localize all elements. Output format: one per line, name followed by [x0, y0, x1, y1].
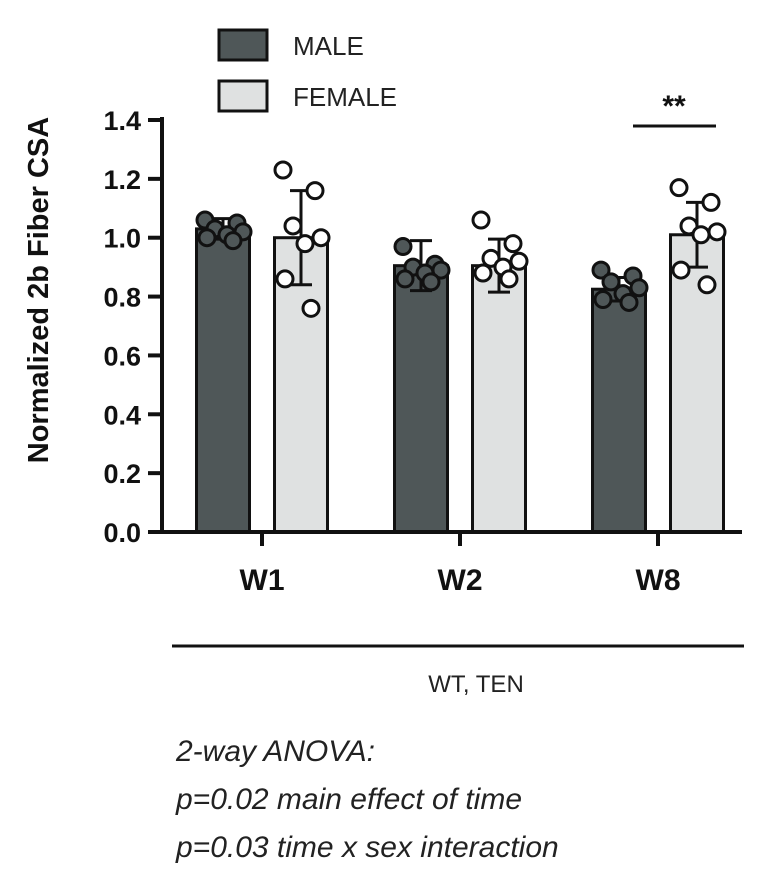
- bar-male-w8: [591, 287, 647, 534]
- data-point-female: [697, 275, 717, 295]
- data-point-male: [197, 228, 217, 248]
- y-tick-label: 1.0: [103, 224, 141, 254]
- legend-swatch-male: [217, 28, 269, 62]
- x-tick-label: W2: [438, 564, 483, 597]
- data-point-female: [509, 251, 529, 271]
- significance-marker: **: [633, 90, 716, 128]
- data-point-female: [305, 181, 325, 201]
- data-point-male: [223, 231, 243, 251]
- bar-female-w8: [669, 233, 725, 534]
- data-point-male: [421, 272, 441, 292]
- x-tick-label: W8: [636, 564, 681, 597]
- y-axis-label: Normalized 2b Fiber CSA: [23, 117, 55, 464]
- y-tick-label: 0.0: [103, 518, 141, 548]
- y-axis-ticks: 0.0 0.2 0.4 0.6 0.8 1.0 1.2 1.4: [103, 106, 162, 548]
- data-point-female: [669, 178, 689, 198]
- y-tick-label: 0.6: [103, 341, 141, 371]
- data-point-female: [275, 269, 295, 289]
- stats-time-effect: p=0.02 main effect of time: [176, 783, 523, 816]
- data-point-male: [593, 290, 613, 310]
- data-point-male: [393, 237, 413, 257]
- stats-interaction: p=0.03 time x sex interaction: [176, 831, 559, 864]
- bar-male-w2: [393, 264, 449, 534]
- data-point-female: [707, 222, 727, 242]
- significance-label: **: [662, 90, 686, 123]
- x-tick-label: W1: [240, 564, 285, 597]
- y-tick-label: 1.2: [103, 165, 141, 195]
- data-point-male: [591, 260, 611, 280]
- bar-male-w1: [195, 227, 251, 534]
- y-tick-label: 1.4: [103, 106, 141, 136]
- data-point-female: [283, 216, 303, 236]
- data-point-female: [295, 234, 315, 254]
- data-point-female: [473, 263, 493, 283]
- data-point-female: [503, 234, 523, 254]
- x-axis-ticks: W1 W2 W8: [240, 532, 681, 597]
- data-point-male: [629, 278, 649, 298]
- data-point-female: [499, 269, 519, 289]
- stats-title: 2-way ANOVA:: [176, 735, 375, 768]
- bar-female-w2: [471, 264, 527, 534]
- stats-annotation: 2-way ANOVA: p=0.02 main effect of time …: [176, 728, 776, 872]
- data-point-male: [619, 292, 639, 312]
- data-point-female: [701, 192, 721, 212]
- data-point-male: [395, 269, 415, 289]
- legend-label-male: MALE: [293, 31, 364, 61]
- y-tick-label: 0.8: [103, 283, 141, 313]
- y-tick-label: 0.4: [103, 400, 141, 430]
- bars: [195, 227, 725, 534]
- y-tick-label: 0.2: [103, 459, 141, 489]
- bar-chart: Normalized 2b Fiber CSA MALE FEMALE 0.00…: [23, 28, 744, 698]
- data-point-female: [301, 298, 321, 318]
- data-points: [195, 160, 727, 318]
- data-point-female: [273, 160, 293, 180]
- data-point-female: [311, 228, 331, 248]
- bar-female-w1: [273, 236, 329, 534]
- legend: MALE FEMALE: [217, 28, 397, 113]
- group-label: WT, TEN: [428, 671, 524, 698]
- legend-label-female: FEMALE: [293, 82, 397, 112]
- data-point-female: [671, 260, 691, 280]
- data-point-female: [691, 225, 711, 245]
- data-point-female: [471, 210, 491, 230]
- legend-swatch-female: [217, 79, 269, 113]
- data-point-male: [601, 272, 621, 292]
